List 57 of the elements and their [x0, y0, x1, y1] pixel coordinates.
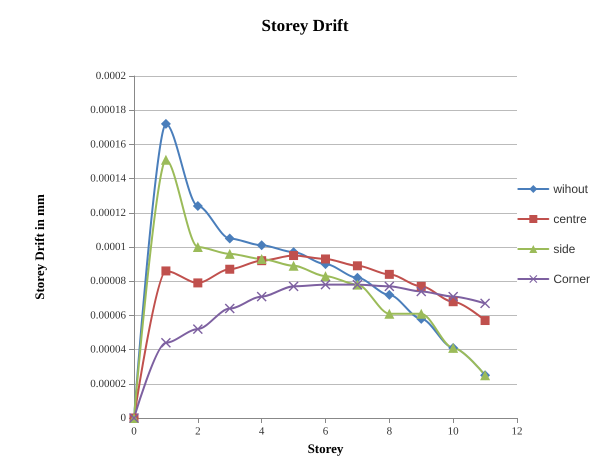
y-tick-label: 0.00008: [90, 275, 126, 288]
y-tick-label: 0: [120, 412, 126, 424]
legend-label: Corner: [553, 272, 590, 286]
point: [256, 292, 267, 302]
point: [160, 338, 171, 348]
point: [224, 248, 235, 259]
legend-label: wihout: [552, 182, 589, 196]
y-tick-label: 0.00012: [90, 206, 126, 219]
chart-title: Storey Drift: [261, 16, 349, 35]
point: [192, 200, 203, 211]
x-tick-label: 8: [386, 426, 393, 438]
point: [256, 254, 267, 264]
point: [384, 270, 394, 279]
x-tick-label: 4: [258, 426, 265, 438]
point: [320, 271, 330, 282]
point: [192, 324, 203, 334]
x-tick-label: 0: [131, 426, 138, 438]
legend-label: centre: [553, 212, 587, 226]
point: [321, 254, 330, 264]
point: [224, 233, 235, 244]
x-tick-label: 12: [512, 426, 522, 438]
point: [320, 280, 330, 290]
y-tick-label: 0.0001: [96, 241, 126, 253]
point: [160, 154, 171, 165]
point: [224, 304, 235, 314]
point: [384, 290, 394, 300]
point: [384, 281, 394, 292]
y-tick-label: 0.00002: [90, 378, 126, 390]
point: [161, 266, 170, 276]
point: [225, 264, 234, 274]
point: [352, 261, 362, 270]
point: [193, 278, 202, 288]
point: [416, 286, 426, 296]
point: [192, 242, 203, 252]
point: [416, 308, 426, 319]
y-tick-label: 0.00014: [90, 172, 126, 185]
y-tick-label: 0.00016: [90, 138, 126, 150]
y-axis-title: Storey Drift in mm: [32, 194, 47, 300]
y-tick-label: 0.00004: [90, 344, 126, 356]
y-tick-label: 0.00018: [90, 104, 126, 116]
point: [352, 272, 362, 283]
point: [256, 240, 267, 250]
point: [480, 316, 490, 326]
point: [448, 292, 458, 302]
point: [288, 260, 299, 271]
point: [289, 251, 298, 260]
x-axis-title: Storey: [308, 440, 344, 456]
x-tick-label: 10: [448, 426, 460, 438]
point: [288, 281, 299, 292]
y-tick-label: 0.0002: [96, 70, 126, 82]
point: [384, 308, 394, 319]
point: [160, 118, 171, 129]
y-tick-label: 0.00006: [90, 309, 126, 322]
legend-label: side: [553, 242, 576, 256]
x-tick-label: 2: [195, 426, 201, 438]
x-tick-label: 6: [322, 426, 329, 438]
point: [480, 298, 490, 308]
